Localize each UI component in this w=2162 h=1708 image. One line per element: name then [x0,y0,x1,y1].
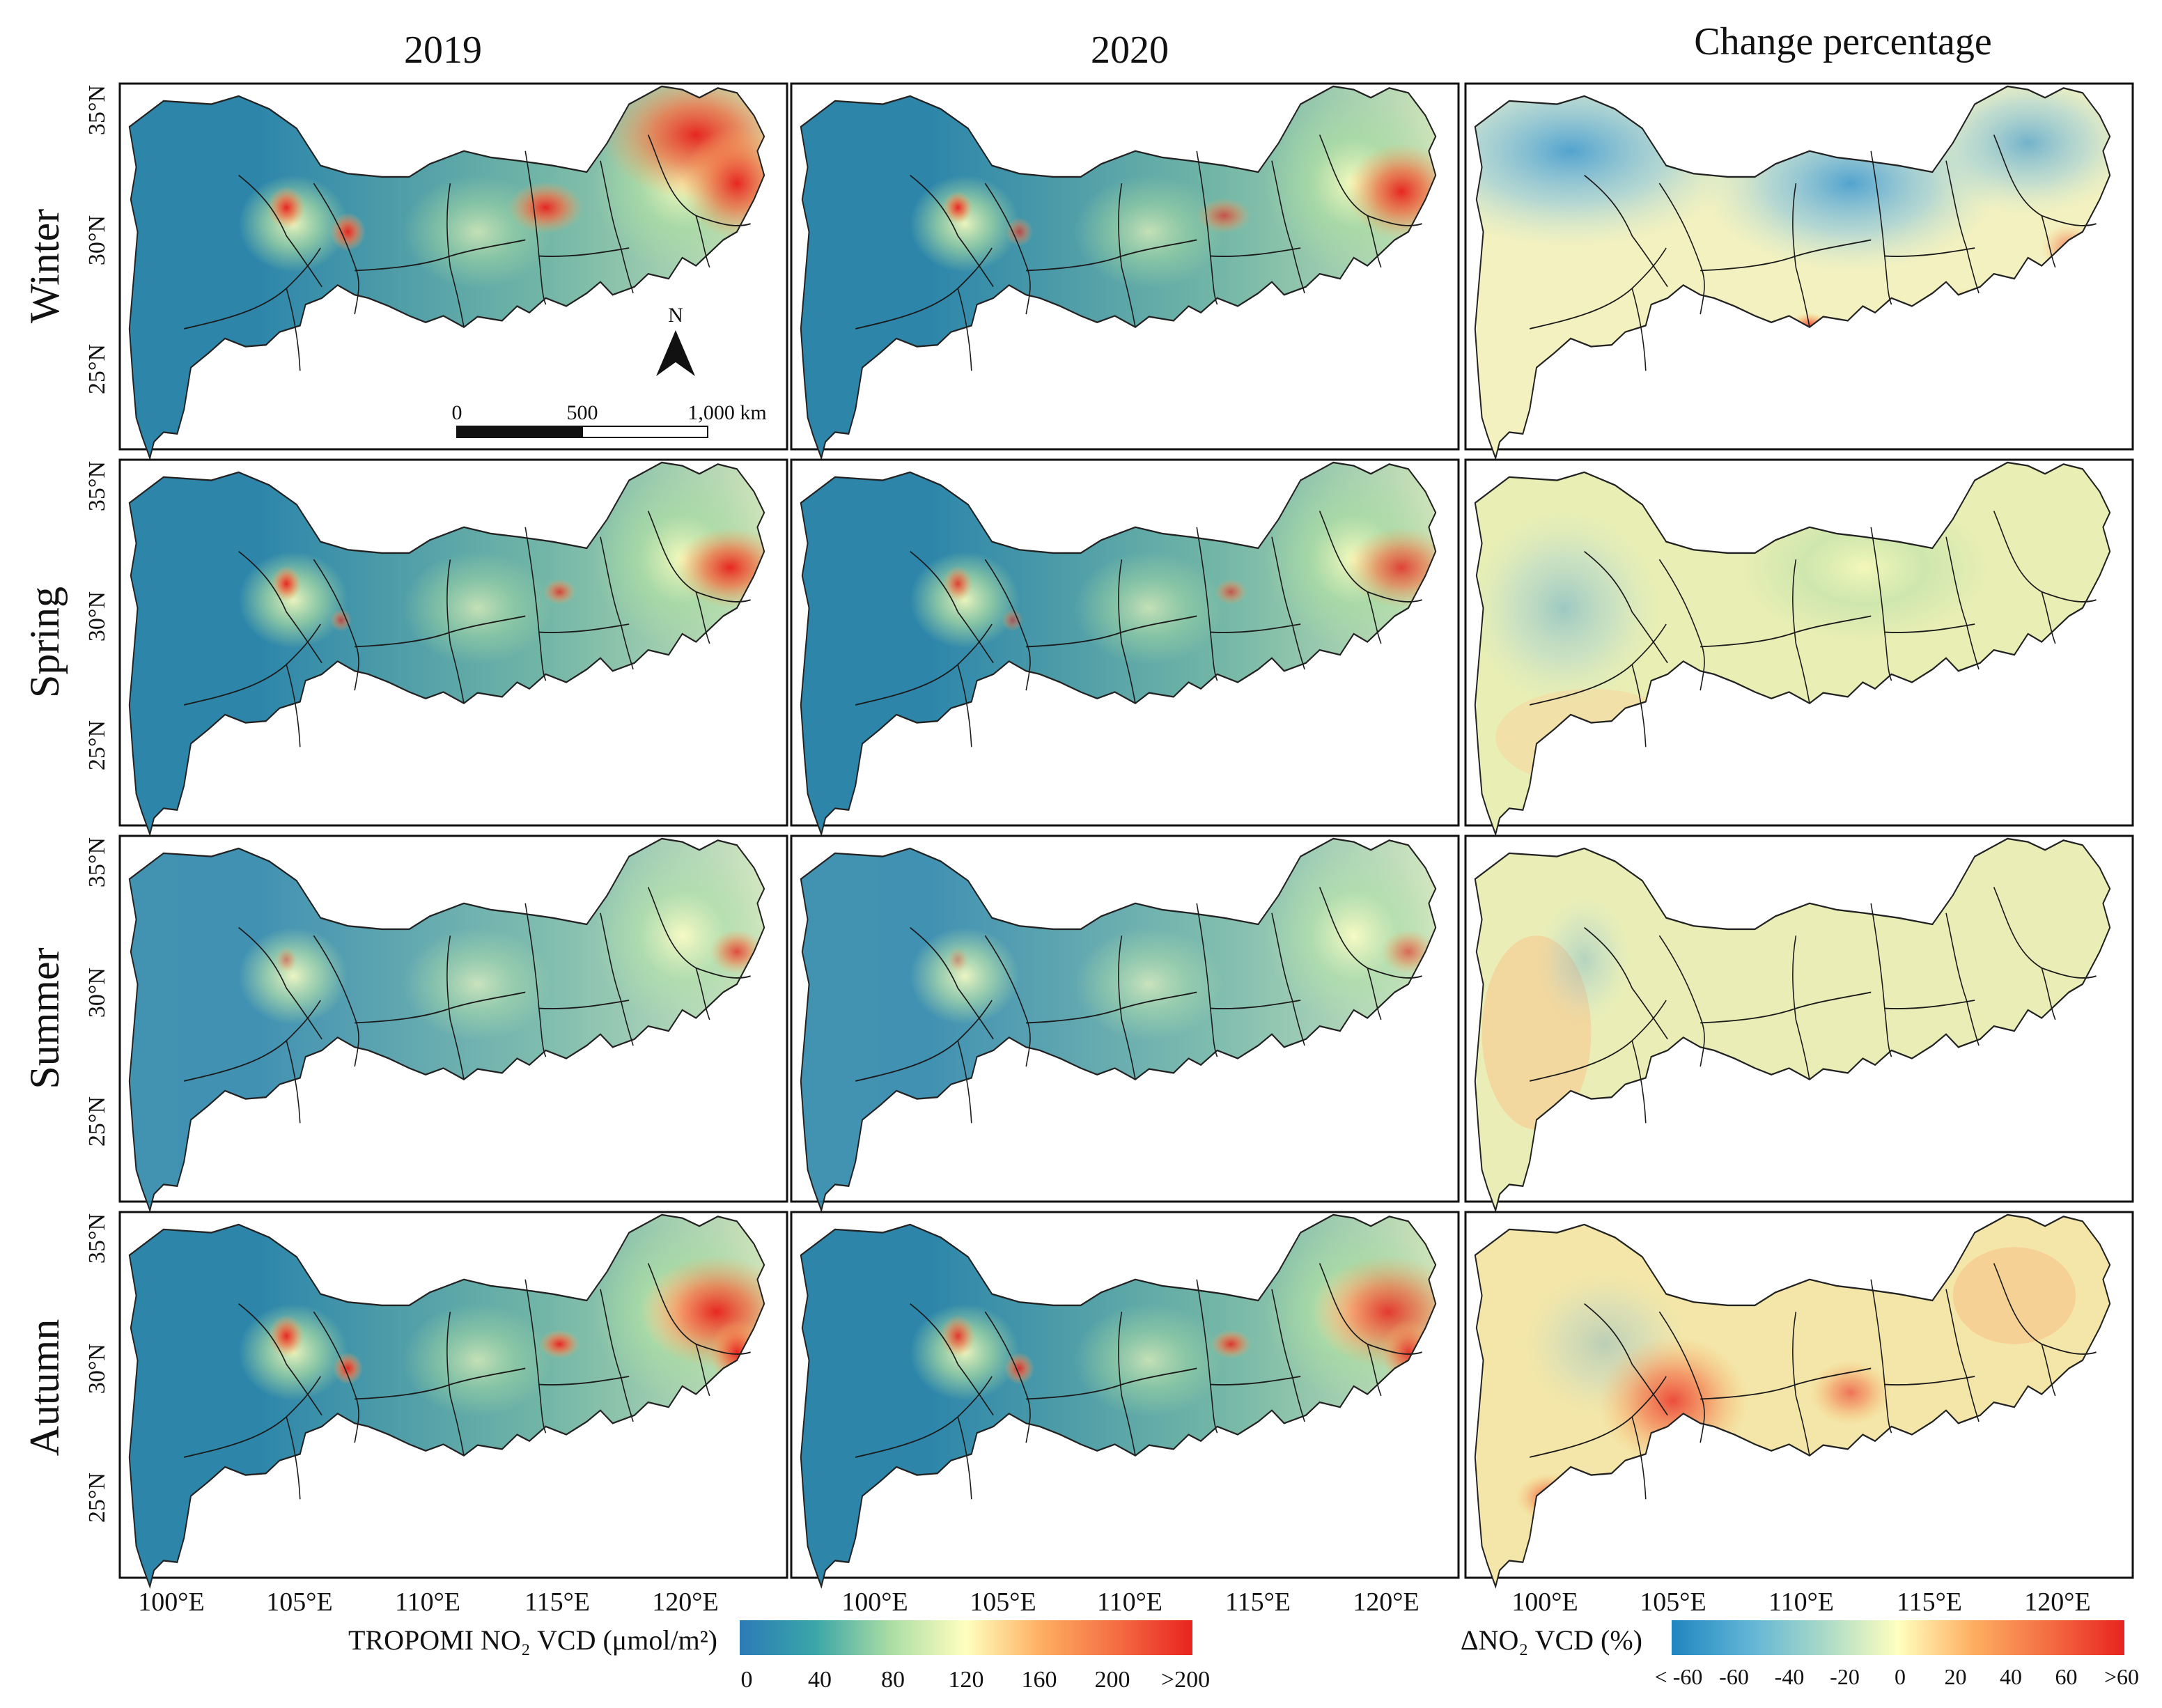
panel-winter-2019 [118,82,788,459]
panel-winter-2020 [790,82,1460,459]
lon-label: 100°E [841,1587,908,1617]
north-arrow-label: N [668,304,683,327]
lon-label: 105°E [266,1587,332,1617]
column-title-change: Change percentage [1694,20,1992,63]
lat-label: 25°N [84,344,110,394]
row-label-winter: Winter [22,209,68,323]
lon-label: 120°E [1353,1587,1419,1617]
legend-tick-label: 160 [1022,1667,1057,1693]
lat-label: 30°N [84,968,110,1018]
panel-spring-2019 [118,458,788,835]
panel-winter-change [1464,82,2134,459]
lat-label: 35°N [84,461,110,511]
scale-label: 500 [567,401,598,424]
panel-summer-2020 [790,834,1460,1211]
panel-autumn-2019 [118,1211,788,1587]
legend-tick-label: 0 [741,1667,753,1693]
row-label-autumn: Autumn [22,1319,68,1457]
legend-tick-label: < -60 [1655,1664,1703,1689]
row-label-summer: Summer [22,947,68,1089]
north-arrow-icon [656,330,695,376]
legend-change-ticks: < -60 -60 -40 -20 0 20 40 60 >60 [1655,1664,2139,1689]
legend-tick-label: -20 [1830,1664,1860,1689]
panel-summer-change [1464,834,2134,1211]
lon-label: 110°E [1768,1587,1834,1617]
legend-tick-label: >60 [2104,1664,2139,1689]
latitude-labels: 35°N 30°N 25°N 35°N 30°N 25°N 35°N 30°N … [84,85,110,1523]
legend-tick-label: 200 [1095,1667,1130,1693]
legend-tick-label: 40 [808,1667,832,1693]
scale-label: 0 [452,401,462,424]
row-label-spring: Spring [22,587,68,698]
lon-label: 110°E [1097,1587,1162,1617]
scale-bar-black [456,426,583,438]
lon-label: 115°E [524,1587,590,1617]
panel-summer-2019 [118,834,788,1211]
panel-autumn-change [1464,1211,2134,1587]
column-title-2019: 2019 [404,29,482,72]
legend-tick-label: -60 [1719,1664,1749,1689]
legend-tick-label: 40 [2000,1664,2022,1689]
legend-vcd: TROPOMI NO₂ VCD (μmol/m²) 0 40 80 120 160 200… [348,1620,1210,1693]
lat-label: 35°N [84,837,110,887]
lat-label: 35°N [84,1213,110,1264]
legend-tick-label: 80 [881,1667,905,1693]
lat-label: 30°N [84,1344,110,1394]
legend-tick-label: 20 [1945,1664,1967,1689]
column-title-2020: 2020 [1091,29,1169,72]
lat-label: 30°N [84,591,110,642]
lat-label: 25°N [84,720,110,770]
longitude-labels: 100°E 105°E 110°E 115°E 120°E 100°E 105°… [138,1587,2090,1617]
panel-spring-2020 [790,458,1460,835]
panel-autumn-2020 [790,1211,1460,1587]
lat-label: 35°N [84,85,110,135]
lon-label: 115°E [1897,1587,1962,1617]
lat-label: 30°N [84,215,110,265]
legend-tick-label: >200 [1161,1667,1210,1693]
legend-vcd-label: TROPOMI NO₂ VCD (μmol/m²) [348,1624,717,1656]
legend-vcd-colorbar [740,1620,1192,1655]
legend-vcd-ticks: 0 40 80 120 160 200 >200 [741,1667,1211,1693]
lon-label: 115°E [1225,1587,1291,1617]
scale-label: 1,000 km [687,401,766,424]
lon-label: 105°E [970,1587,1036,1617]
legend-tick-label: 0 [1895,1664,1906,1689]
lon-label: 110°E [395,1587,460,1617]
legend-tick-label: 120 [949,1667,984,1693]
north-arrow: N [656,304,695,376]
lon-label: 100°E [1511,1587,1578,1617]
scale-bar: 0 500 1,000 km [452,401,767,438]
scale-bar-white [582,426,708,438]
lon-label: 120°E [652,1587,718,1617]
lat-label: 25°N [84,1096,110,1147]
lon-label: 100°E [138,1587,204,1617]
legend-change-colorbar [1672,1620,2124,1655]
legend-change-label: ΔNO₂ VCD (%) [1461,1624,1642,1656]
lon-label: 120°E [2024,1587,2090,1617]
legend-tick-label: 60 [2055,1664,2078,1689]
legend-change: ΔNO₂ VCD (%) < -60 -60 -40 -20 0 20 40 60 >60 [1461,1620,2139,1689]
lon-label: 105°E [1640,1587,1706,1617]
legend-tick-label: -40 [1775,1664,1805,1689]
panel-spring-change [1464,458,2134,835]
lat-label: 25°N [84,1473,110,1523]
